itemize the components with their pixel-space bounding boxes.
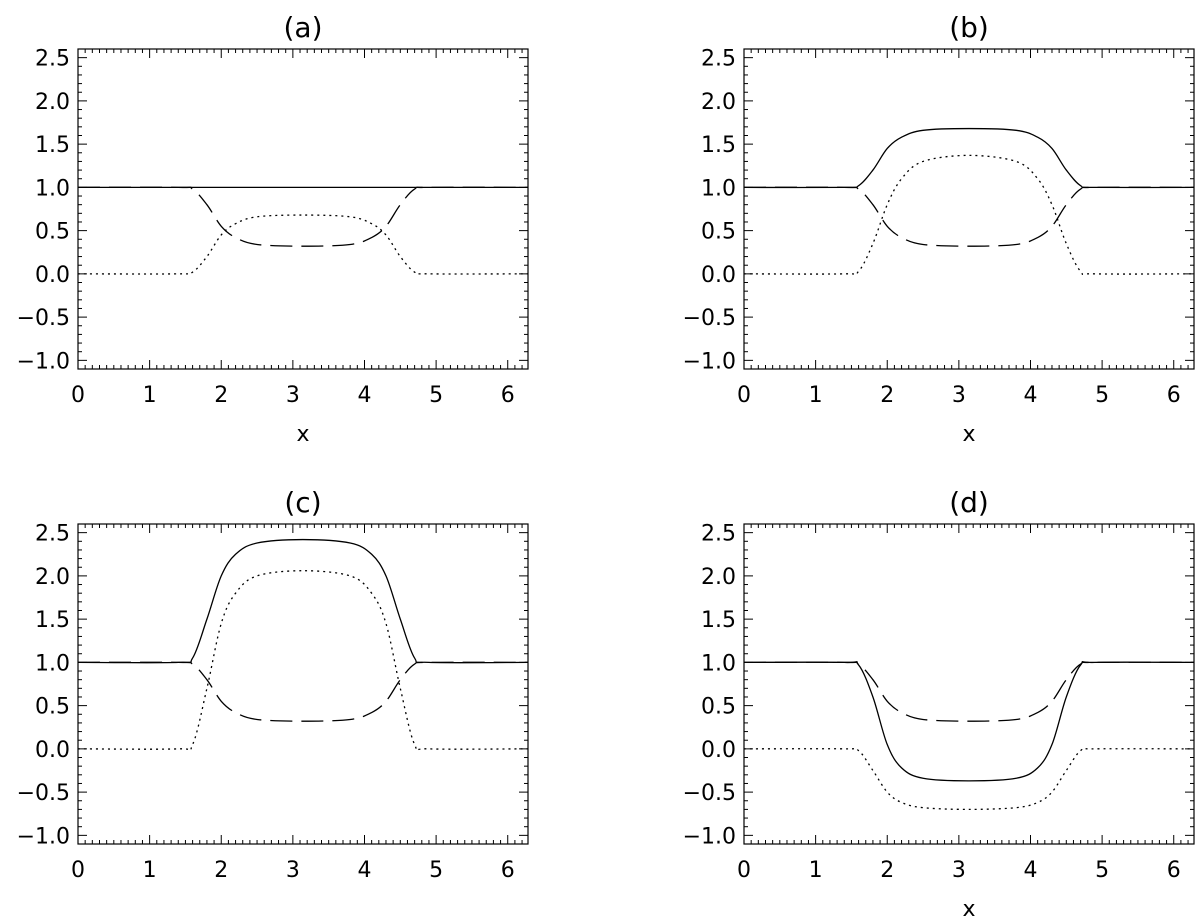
x-axis-label: x xyxy=(296,422,309,447)
series-dashed-line xyxy=(743,661,1195,722)
y-tick-label: 2.0 xyxy=(701,90,736,115)
x-axis-label: x xyxy=(962,422,975,447)
x-tick-label: 1 xyxy=(809,858,823,883)
y-tick-label: 1.5 xyxy=(701,608,736,633)
x-tick-label: 3 xyxy=(952,858,966,883)
x-tick-label: 1 xyxy=(143,383,157,408)
y-tick-label: 0.5 xyxy=(701,220,736,245)
y-tick-label: 2.0 xyxy=(35,565,70,590)
x-tick-label: 6 xyxy=(501,383,515,408)
x-tick-label: 5 xyxy=(1095,383,1109,408)
y-tick-label: −1.0 xyxy=(683,349,736,374)
x-tick-label: 6 xyxy=(1167,858,1181,883)
x-tick-label: 0 xyxy=(71,858,85,883)
plot-frame xyxy=(743,48,1195,370)
x-tick-label: 6 xyxy=(501,858,515,883)
series-solid-line xyxy=(77,538,529,664)
x-tick-label: 2 xyxy=(880,383,894,408)
y-tick-label: 1.0 xyxy=(35,651,70,676)
y-tick-label: 2.5 xyxy=(701,522,736,547)
plot-frame xyxy=(77,48,529,370)
panel-b: 0 1 2 3 4 5 6 2.5 2.0 1.5 1.0 0.5 0.0 −0.5 −1.0 (b) x xyxy=(683,11,1195,447)
x-tick-label: 0 xyxy=(737,858,751,883)
plot-frame xyxy=(743,523,1195,845)
y-tick-label: 2.5 xyxy=(35,522,70,547)
y-tick-label: 2.5 xyxy=(701,47,736,72)
panel-c: 0 1 2 3 4 5 6 2.5 2.0 1.5 1.0 0.5 0.0 −0.5 −1.0 (c) xyxy=(17,486,529,883)
series-dotted-line xyxy=(743,747,1195,811)
x-tick-label: 5 xyxy=(429,858,443,883)
y-tick-label: 0.0 xyxy=(35,263,70,288)
x-tick-label: 2 xyxy=(214,858,228,883)
series-dashed-line xyxy=(77,186,529,247)
series-dotted-line xyxy=(77,570,529,751)
y-tick-label: −0.5 xyxy=(683,306,736,331)
x-tick-label: 1 xyxy=(809,383,823,408)
y-tick-label: 2.5 xyxy=(35,47,70,72)
series-dotted-line xyxy=(77,214,529,275)
x-tick-label: 3 xyxy=(286,858,300,883)
y-tick-label: −1.0 xyxy=(683,824,736,849)
y-tick-label: 1.5 xyxy=(701,133,736,158)
series-dashed-line xyxy=(77,661,529,722)
y-tick-label: 0.0 xyxy=(35,738,70,763)
y-tick-label: −0.5 xyxy=(683,781,736,806)
y-tick-label: 1.0 xyxy=(35,176,70,201)
x-tick-label: 5 xyxy=(429,383,443,408)
y-tick-label: 1.5 xyxy=(35,608,70,633)
panel-title: (d) xyxy=(949,486,989,519)
panel-a: 0 1 2 3 4 5 6 2.5 2.0 1.5 1.0 0.5 0.0 −0.5 −1.0 (a) x xyxy=(17,11,529,447)
series-dashed-line xyxy=(743,186,1195,247)
series-dotted-line xyxy=(743,154,1195,275)
x-tick-label: 3 xyxy=(286,383,300,408)
y-tick-label: −0.5 xyxy=(17,781,70,806)
x-tick-label: 3 xyxy=(952,383,966,408)
y-tick-label: 0.0 xyxy=(701,738,736,763)
y-tick-label: −1.0 xyxy=(17,349,70,374)
x-tick-label: 4 xyxy=(1023,383,1037,408)
x-tick-label: 5 xyxy=(1095,858,1109,883)
panel-title: (a) xyxy=(283,11,322,44)
y-tick-label: 0.0 xyxy=(701,263,736,288)
x-tick-label: 4 xyxy=(357,858,371,883)
x-tick-label: 4 xyxy=(1023,858,1037,883)
y-tick-label: 1.0 xyxy=(701,176,736,201)
x-tick-label: 0 xyxy=(737,383,751,408)
x-tick-label: 2 xyxy=(214,383,228,408)
y-tick-label: 0.5 xyxy=(35,695,70,720)
y-tick-label: 0.5 xyxy=(701,695,736,720)
y-tick-label: 0.5 xyxy=(35,220,70,245)
panel-title: (b) xyxy=(949,11,989,44)
y-tick-label: 2.0 xyxy=(701,565,736,590)
y-tick-label: −1.0 xyxy=(17,824,70,849)
x-axis-label: x xyxy=(962,897,975,921)
x-tick-label: 6 xyxy=(1167,383,1181,408)
panel-title: (c) xyxy=(284,486,321,519)
panel-d: 0 1 2 3 4 5 6 2.5 2.0 1.5 1.0 0.5 0.0 −0.5 −1.0 (d) x xyxy=(683,486,1195,921)
plot-frame xyxy=(77,523,529,845)
series-solid-line xyxy=(743,661,1195,782)
x-tick-label: 4 xyxy=(357,383,371,408)
series-solid-line xyxy=(743,127,1195,189)
y-tick-label: 2.0 xyxy=(35,90,70,115)
x-tick-label: 1 xyxy=(143,858,157,883)
y-tick-label: −0.5 xyxy=(17,306,70,331)
x-tick-label: 2 xyxy=(880,858,894,883)
x-tick-label: 0 xyxy=(71,383,85,408)
y-tick-label: 1.0 xyxy=(701,651,736,676)
y-tick-label: 1.5 xyxy=(35,133,70,158)
